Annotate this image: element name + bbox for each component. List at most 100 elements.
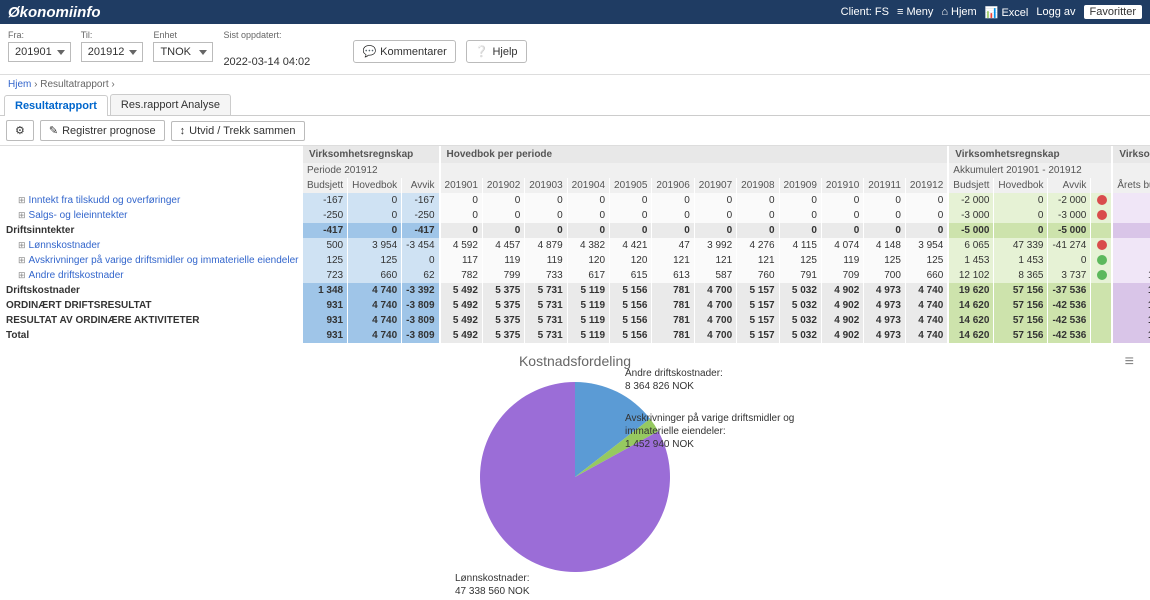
cell: 733: [525, 268, 567, 283]
cell: 125: [864, 253, 906, 268]
cell: 4 740: [348, 328, 402, 343]
cell: 709: [821, 268, 863, 283]
row-label[interactable]: ⊞Andre driftskostnader: [0, 268, 303, 283]
pie-label-avskr: Avskrivninger på varige driftsmidler og …: [625, 412, 825, 451]
cell: 121: [652, 253, 694, 268]
col-budsjett[interactable]: Budsjett: [303, 178, 348, 193]
table-row[interactable]: ORDINÆRT DRIFTSRESULTAT9314 740-3 8095 4…: [0, 298, 1150, 313]
tab-resultat[interactable]: Resultatrapport: [4, 95, 108, 116]
til-dropdown[interactable]: 201912: [81, 42, 144, 62]
col-status[interactable]: [1091, 178, 1113, 193]
col-period-201906[interactable]: 201906: [652, 178, 694, 193]
cell: 723: [303, 268, 348, 283]
cell: 781: [652, 328, 694, 343]
cell: 0: [994, 193, 1048, 208]
table-row[interactable]: ⊞Avskrivninger på varige driftsmidler og…: [0, 253, 1150, 268]
col-period-201904[interactable]: 201904: [567, 178, 609, 193]
row-label[interactable]: ORDINÆRT DRIFTSRESULTAT: [0, 298, 303, 313]
col-period-201911[interactable]: 201911: [864, 178, 906, 193]
row-label[interactable]: Driftsinntekter: [0, 223, 303, 238]
col-hovedbok[interactable]: Hovedbok: [348, 178, 402, 193]
cell: 0: [440, 208, 483, 223]
table-row[interactable]: Driftsinntekter-4170-417000000000000-5 0…: [0, 223, 1150, 238]
comments-button[interactable]: 💬 Kommentarer: [353, 40, 455, 63]
col-period-201909[interactable]: 201909: [779, 178, 821, 193]
col-period-201908[interactable]: 201908: [737, 178, 779, 193]
breadcrumb-home[interactable]: Hjem: [8, 79, 31, 90]
help-button[interactable]: ❔ Hjelp: [466, 40, 527, 63]
row-label[interactable]: RESULTAT AV ORDINÆRE AKTIVITETER: [0, 313, 303, 328]
col-period-201901[interactable]: 201901: [440, 178, 483, 193]
cell: -37 536: [1048, 283, 1091, 298]
cell: 0: [652, 208, 694, 223]
home-link[interactable]: ⌂ Hjem: [941, 6, 976, 18]
cell: 0: [779, 208, 821, 223]
cell: 14 620: [948, 313, 994, 328]
menu-link[interactable]: ≡ Meny: [897, 6, 933, 18]
row-label[interactable]: Total: [0, 328, 303, 343]
col-arets[interactable]: Årets budsjett: [1112, 178, 1150, 193]
register-prognose-button[interactable]: ✎ Registrer prognose: [40, 120, 165, 141]
col-period-201912[interactable]: 201912: [905, 178, 948, 193]
table-row[interactable]: ⊞Salgs- og leieinntekter-2500-2500000000…: [0, 208, 1150, 223]
table-row[interactable]: RESULTAT AV ORDINÆRE AKTIVITETER9314 740…: [0, 313, 1150, 328]
cell: 47: [652, 238, 694, 253]
cell: 1 453: [994, 253, 1048, 268]
excel-link[interactable]: 📊 Excel: [985, 6, 1029, 19]
table-row[interactable]: ⊞Inntekt fra tilskudd og overføringer-16…: [0, 193, 1150, 208]
chart-menu-button[interactable]: ≡: [1125, 353, 1134, 371]
row-label[interactable]: ⊞Avskrivninger på varige driftsmidler og…: [0, 253, 303, 268]
col-period-201910[interactable]: 201910: [821, 178, 863, 193]
fra-dropdown[interactable]: 201901: [8, 42, 71, 62]
cell: 5 731: [525, 298, 567, 313]
cell: 1 453: [948, 253, 994, 268]
cell: -3 809: [402, 313, 440, 328]
cell: 0: [694, 223, 736, 238]
col-avvik[interactable]: Avvik: [402, 178, 440, 193]
head-g1-sub: Periode 201912: [303, 163, 440, 178]
row-label[interactable]: ⊞Lønnskostnader: [0, 238, 303, 253]
cell: 931: [303, 328, 348, 343]
pie-chart: [475, 377, 675, 577]
col-akk-hovedbok[interactable]: Hovedbok: [994, 178, 1048, 193]
head-g3-sub: Akkumulert 201901 - 201912: [948, 163, 1112, 178]
table-row[interactable]: ⊞Lønnskostnader5003 954-3 4544 5924 4574…: [0, 238, 1150, 253]
cell-status: [1091, 268, 1113, 283]
cell: 0: [348, 208, 402, 223]
cell: 0: [779, 193, 821, 208]
cell: -5 000: [1048, 223, 1091, 238]
col-period-201907[interactable]: 201907: [694, 178, 736, 193]
tabs: Resultatrapport Res.rapport Analyse: [0, 94, 1150, 116]
cell: 4 148: [864, 238, 906, 253]
cell-status: [1091, 253, 1113, 268]
row-label[interactable]: Driftskostnader: [0, 283, 303, 298]
col-period-201902[interactable]: 201902: [482, 178, 524, 193]
enhet-dropdown[interactable]: TNOK: [153, 42, 213, 62]
col-akk-avvik[interactable]: Avvik: [1048, 178, 1091, 193]
cell: 125: [779, 253, 821, 268]
col-period-201903[interactable]: 201903: [525, 178, 567, 193]
settings-button[interactable]: ⚙: [6, 120, 34, 141]
status-dot-red: [1097, 195, 1107, 205]
cell: 12 102: [1112, 268, 1150, 283]
expand-collapse-button[interactable]: ↕ Utvid / Trekk sammen: [171, 121, 305, 141]
cell: -250: [303, 208, 348, 223]
col-period-201905[interactable]: 201905: [610, 178, 652, 193]
table-row[interactable]: Total9314 740-3 8095 4925 3755 7315 1195…: [0, 328, 1150, 343]
cell: 0: [482, 223, 524, 238]
cell: 0: [821, 193, 863, 208]
logoff-link[interactable]: Logg av: [1036, 6, 1075, 18]
favorites-button[interactable]: Favoritter: [1084, 5, 1142, 19]
row-label[interactable]: ⊞Inntekt fra tilskudd og overføringer: [0, 193, 303, 208]
cell: -2 000: [948, 193, 994, 208]
cell: 0: [737, 193, 779, 208]
tab-analyse[interactable]: Res.rapport Analyse: [110, 94, 231, 115]
cell: 0: [737, 223, 779, 238]
row-label[interactable]: ⊞Salgs- og leieinntekter: [0, 208, 303, 223]
table-row[interactable]: ⊞Andre driftskostnader723660627827997336…: [0, 268, 1150, 283]
cell: 0: [652, 223, 694, 238]
cell: 782: [440, 268, 483, 283]
table-row[interactable]: Driftskostnader1 3484 740-3 3925 4925 37…: [0, 283, 1150, 298]
col-akk-budsjett[interactable]: Budsjett: [948, 178, 994, 193]
cell: 4 740: [905, 298, 948, 313]
